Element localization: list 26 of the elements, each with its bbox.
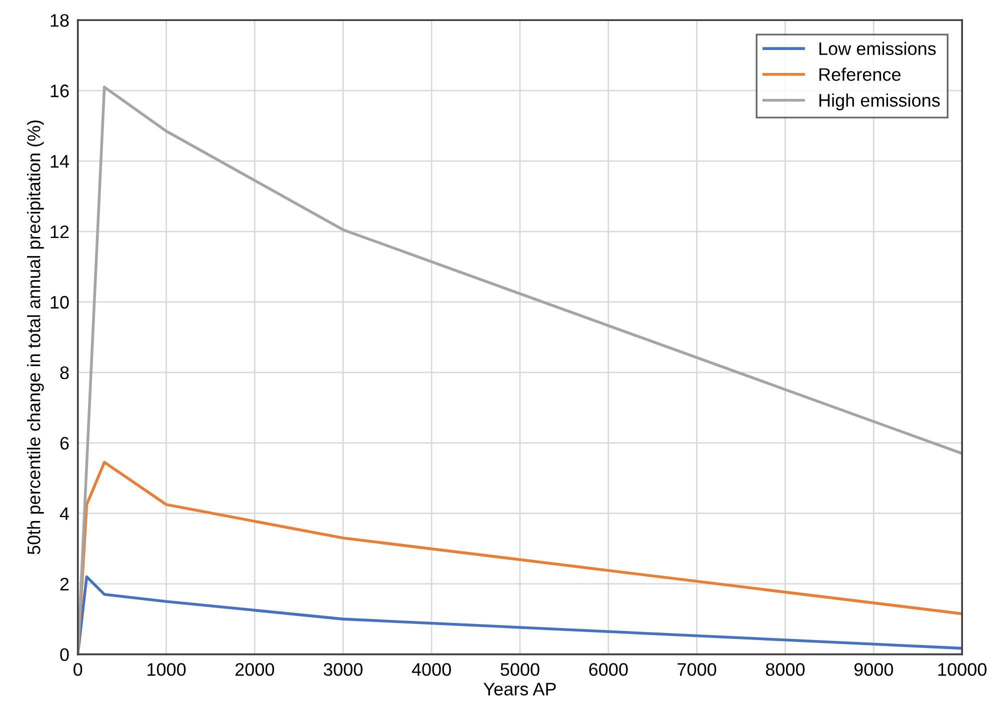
- x-tick-label: 1000: [148, 663, 186, 676]
- x-tick-label: 3000: [324, 663, 362, 676]
- x-tick-label: 8000: [766, 663, 805, 676]
- y-axis-title: 50th percentile change in total annual precipitation (%): [27, 120, 44, 554]
- legend-label: Low emissions: [819, 42, 936, 56]
- y-tick-label: 10: [50, 296, 69, 309]
- x-tick-label: 2000: [236, 663, 274, 676]
- x-axis-title: Years AP: [484, 682, 556, 696]
- x-tick-label: 5000: [500, 663, 540, 676]
- x-tick-label: 10000: [938, 663, 986, 676]
- y-tick-label: 16: [50, 84, 69, 98]
- y-tick-label: 8: [60, 366, 69, 380]
- y-tick-label: 4: [60, 507, 69, 520]
- x-tick-label: 6000: [589, 663, 628, 676]
- y-tick-label: 0: [60, 648, 69, 662]
- y-tick-label: 12: [50, 225, 69, 238]
- x-tick-label: 7000: [678, 663, 716, 676]
- legend-label: High emissions: [819, 94, 940, 110]
- x-tick-label: 9000: [854, 663, 894, 676]
- y-tick-label: 14: [50, 155, 69, 168]
- legend-label: Reference: [819, 68, 900, 81]
- y-tick-label: 6: [60, 436, 69, 450]
- x-tick-label: 0: [74, 663, 82, 676]
- y-tick-label: 2: [60, 578, 69, 590]
- y-tick-label: 18: [50, 14, 69, 27]
- x-tick-label: 4000: [412, 663, 451, 676]
